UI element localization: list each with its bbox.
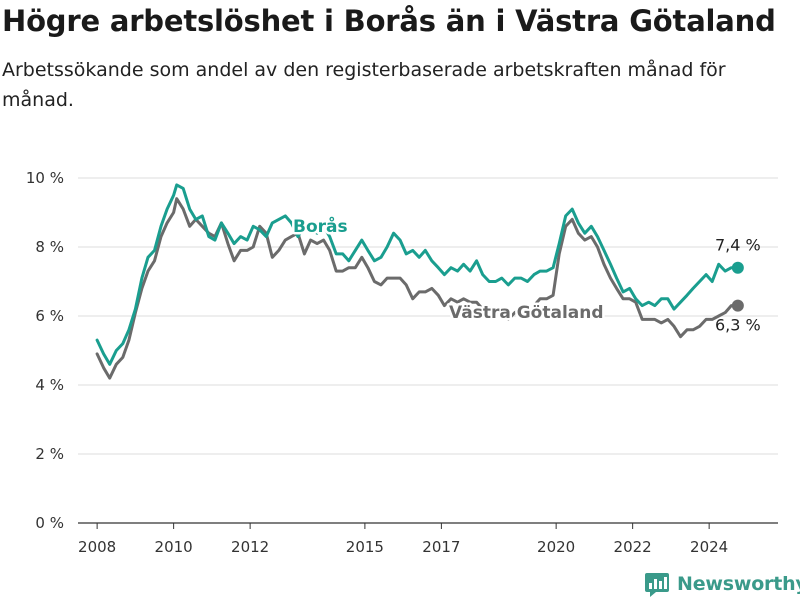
newsworthy-logo-icon [645,573,669,597]
end-dot-vastra-gotaland [731,299,744,312]
y-tick-label: 4 % [35,376,64,394]
grid-layer [78,177,778,524]
chart-title: Högre arbetslöshet i Borås än i Västra G… [2,4,776,38]
end-label-boras: 7,4 % [715,236,761,255]
end-dot-boras [731,261,744,274]
x-tick-label: 2022 [614,538,652,556]
x-tick-label: 2015 [346,538,384,556]
x-tick-label: 2017 [422,538,460,556]
series-layer [95,183,744,380]
series-label-vastra-gotaland: Västra Götaland [449,303,604,323]
series-label-boras: Borås [293,215,348,237]
x-tick-label: 2010 [155,538,193,556]
x-axis: 2008 2010 2012 2015 2017 2020 2022 2024 [78,523,728,556]
y-tick-label: 2 % [35,445,64,463]
brand-logo: Newsworthy [645,568,800,600]
y-tick-label: 10 % [26,169,64,187]
series-line-boras [95,183,740,366]
x-tick-label: 2012 [231,538,269,556]
label-layer: Borås Västra Götaland 7,4 % 6,3 % [291,213,761,335]
brand-name: Newsworthy [677,573,800,595]
y-tick-label: 0 % [35,514,64,532]
y-axis: 0 % 2 % 4 % 6 % 8 % 10 % [26,169,64,532]
chart-subtitle: Arbetssökande som andel av den registerb… [2,59,726,111]
end-label-vastra-gotaland: 6,3 % [715,316,761,335]
y-tick-label: 6 % [35,307,64,325]
x-tick-label: 2024 [690,538,728,556]
x-tick-label: 2008 [78,538,116,556]
series-line-vastra-gotaland [95,197,740,380]
x-tick-label: 2020 [537,538,575,556]
y-tick-label: 8 % [35,238,64,256]
